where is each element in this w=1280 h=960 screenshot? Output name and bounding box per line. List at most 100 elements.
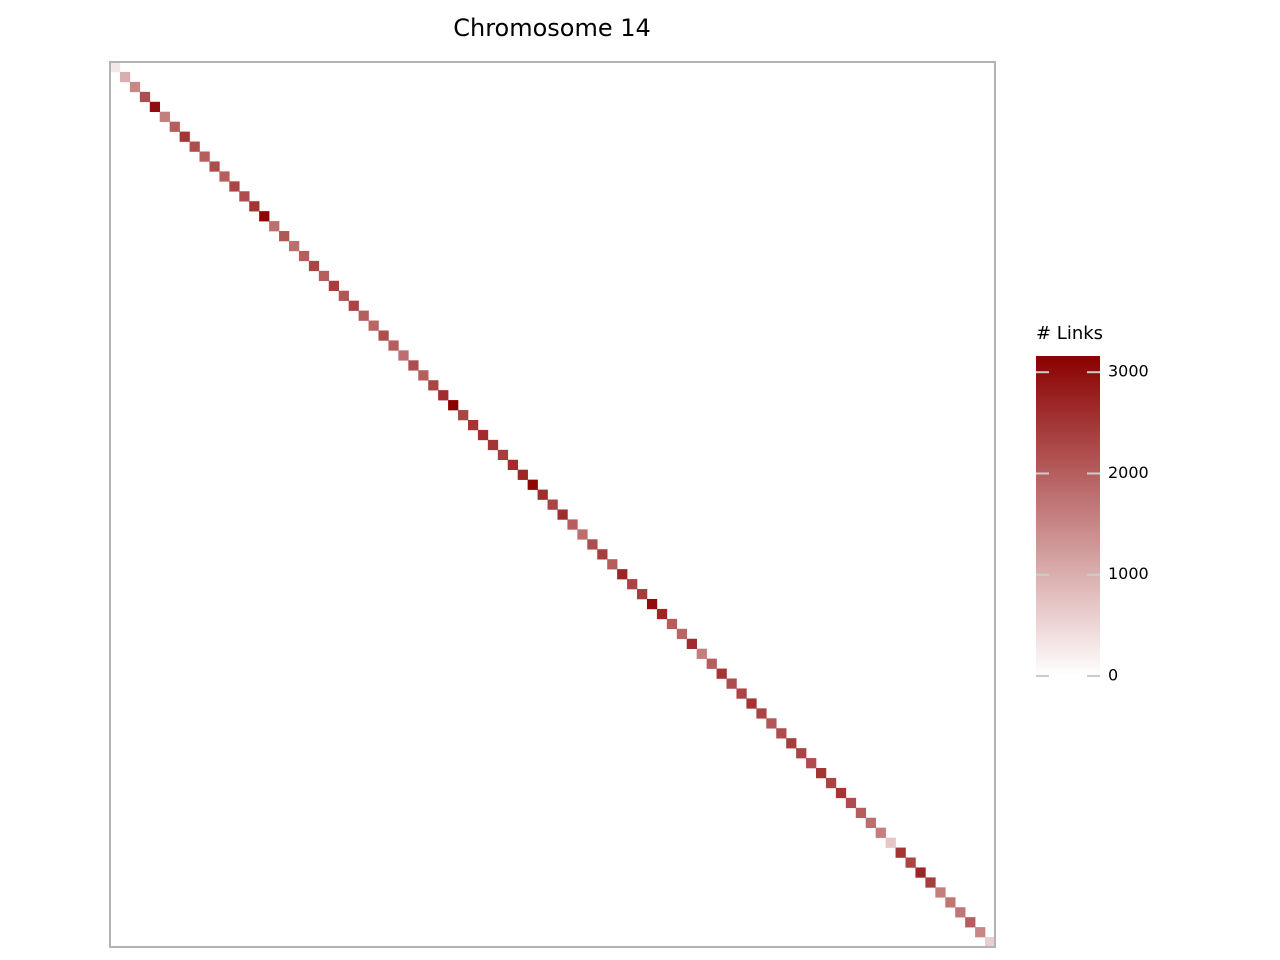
diagonal-cell: [816, 768, 827, 779]
colorbar-tick-label: 0: [1108, 666, 1118, 685]
diagonal-cell: [139, 91, 151, 103]
diagonal-cell: [925, 877, 936, 888]
diagonal-cell: [617, 569, 628, 580]
heatmap-cells: [110, 62, 996, 948]
diagonal-cell: [378, 330, 389, 341]
colorbar-tick-label: 3000: [1108, 362, 1149, 381]
diagonal-cell: [875, 827, 886, 838]
diagonal-cell: [527, 479, 538, 490]
diagonal-cell: [298, 250, 310, 262]
diagonal-cell: [348, 300, 359, 311]
diagonal-cell: [796, 748, 807, 759]
diagonal-cell: [825, 777, 837, 789]
diagonal-cell: [189, 141, 200, 152]
diagonal-cell: [895, 847, 906, 858]
colorbar-tick-label: 1000: [1108, 564, 1149, 583]
diagonal-cell: [199, 151, 210, 162]
diagonal-cell: [497, 449, 509, 461]
diagonal-cell: [547, 499, 558, 510]
diagonal-cell: [448, 400, 459, 411]
diagonal-cell: [129, 81, 141, 93]
diagonal-cell: [398, 350, 409, 361]
diagonal-cell: [806, 758, 817, 769]
diagonal-cell: [726, 678, 737, 689]
diagonal-cell: [119, 71, 131, 83]
diagonal-cell: [656, 608, 668, 620]
diagonal-cell: [229, 181, 240, 192]
diagonal-cell: [279, 231, 290, 242]
diagonal-cell: [736, 688, 747, 699]
diagonal-cell: [756, 708, 767, 719]
diagonal-cell: [845, 797, 857, 809]
diagonal-cell: [637, 589, 648, 600]
colorbar-label: # Links: [1036, 323, 1103, 344]
diagonal-cell: [965, 917, 976, 928]
diagonal-cell: [776, 728, 787, 739]
diagonal-cell: [239, 191, 250, 202]
diagonal-cell: [517, 469, 528, 480]
diagonal-cell: [835, 787, 847, 799]
diagonal-cell: [368, 320, 379, 331]
colorbar: [1036, 356, 1100, 676]
diagonal-cell: [855, 807, 867, 819]
colorbar-ticks: 0 1000 2000 3000: [1036, 362, 1149, 685]
diagonal-cell: [179, 131, 190, 142]
diagonal-cell: [159, 111, 170, 122]
diagonal-cell: [537, 489, 548, 500]
diagonal-cell: [676, 628, 688, 640]
diagonal-cell: [318, 270, 330, 282]
diagonal-cell: [259, 211, 270, 222]
diagonal-cell: [746, 698, 757, 709]
colorbar-tick-label: 2000: [1108, 463, 1149, 482]
diagonal-cell: [985, 937, 996, 948]
diagonal-cell: [686, 638, 697, 649]
diagonal-cell: [467, 419, 479, 431]
diagonal-cell: [716, 668, 727, 679]
diagonal-cell: [269, 221, 280, 232]
diagonal-cell: [885, 837, 896, 848]
diagonal-cell: [328, 280, 340, 292]
diagonal-cell: [766, 718, 777, 729]
chart-title: Chromosome 14: [453, 14, 651, 42]
diagonal-cell: [428, 380, 439, 391]
diagonal-cell: [487, 439, 499, 451]
diagonal-cell: [905, 857, 916, 868]
plot-frame: [109, 61, 996, 948]
diagonal-cell: [975, 927, 986, 938]
diagonal-cell: [955, 907, 966, 918]
diagonal-cell: [110, 62, 121, 73]
diagonal-cell: [308, 260, 320, 272]
diagonal-cell: [149, 101, 161, 113]
diagonal-cell: [865, 817, 876, 828]
diagonal-cell: [249, 201, 260, 212]
diagonal-cell: [408, 360, 419, 371]
diagonal-cell: [209, 161, 220, 172]
diagonal-cell: [388, 340, 399, 351]
diagonal-cell: [577, 529, 588, 540]
diagonal-cell: [418, 370, 429, 381]
diagonal-cell: [786, 738, 797, 749]
diagonal-cell: [587, 539, 598, 550]
diagonal-cell: [915, 867, 926, 878]
diagonal-cell: [696, 648, 707, 659]
diagonal-cell: [666, 618, 678, 630]
diagonal-cell: [288, 240, 300, 252]
diagonal-cell: [627, 579, 638, 590]
diagonal-cell: [169, 121, 180, 132]
diagonal-cell: [477, 429, 489, 441]
diagonal-cell: [597, 549, 608, 560]
diagonal-cell: [507, 459, 518, 470]
diagonal-cell: [706, 658, 717, 669]
diagonal-cell: [458, 410, 469, 421]
diagonal-cell: [219, 171, 230, 182]
diagonal-cell: [945, 897, 956, 908]
diagonal-cell: [607, 559, 618, 570]
diagonal-cell: [338, 290, 349, 301]
diagonal-cell: [358, 310, 369, 321]
diagonal-cell: [567, 519, 578, 530]
diagonal-cell: [646, 598, 658, 610]
diagonal-cell: [557, 509, 568, 520]
diagonal-cell: [438, 390, 449, 401]
diagonal-cell: [935, 887, 946, 898]
